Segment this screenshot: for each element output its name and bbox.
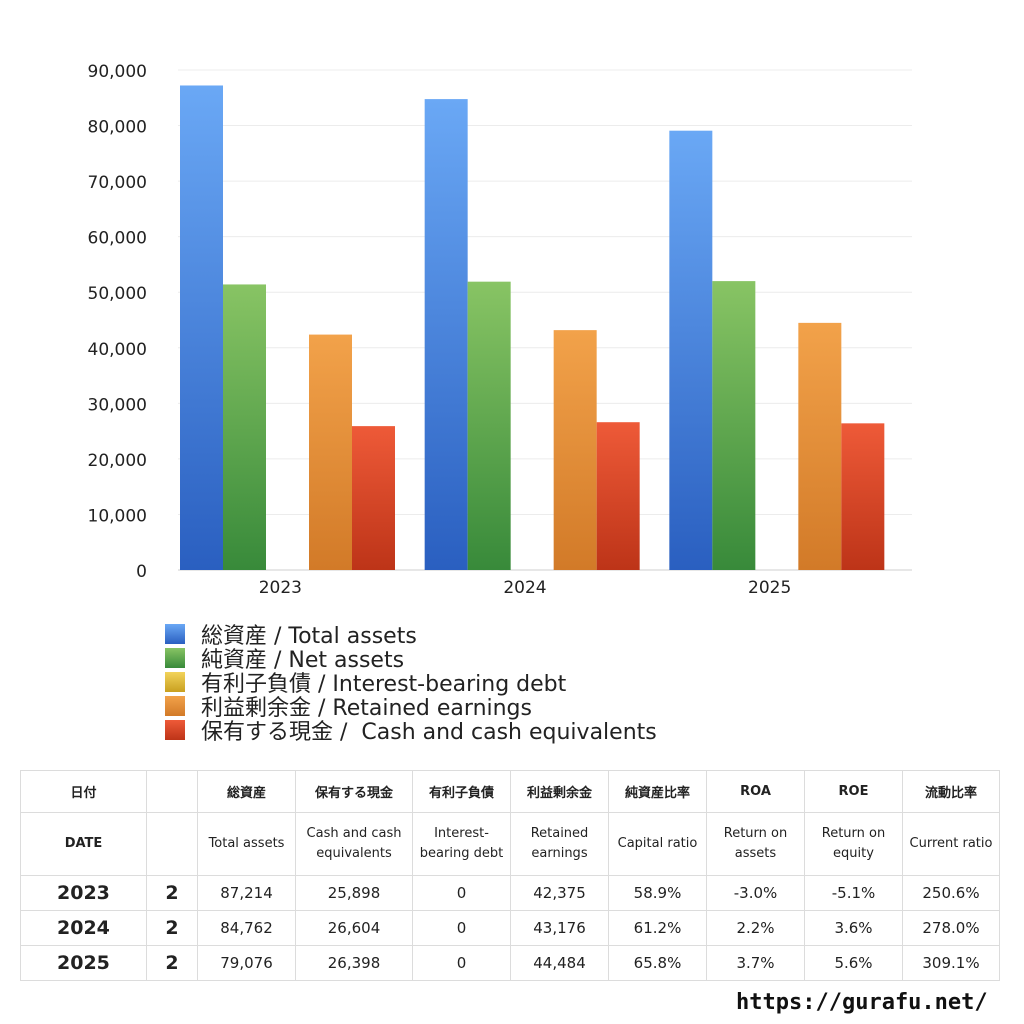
legend-swatch-interest-bearing-debt	[165, 672, 185, 692]
legend-item-interest-bearing-debt: 有利子負債 / Interest-bearing debt	[165, 670, 657, 697]
bar	[180, 85, 223, 570]
header-cell: 利益剰余金	[510, 770, 609, 813]
y-tick-label: 70,000	[88, 173, 147, 193]
cell-year: 2025	[20, 945, 147, 981]
y-tick-label: 10,000	[88, 506, 147, 526]
legend-item-retained-earnings: 利益剰余金 / Retained earnings	[165, 694, 657, 721]
cell-cash: 26,604	[295, 910, 413, 946]
cell-roe: -5.1%	[804, 875, 903, 911]
header-cell: Current ratio	[902, 812, 1000, 876]
cell-roa: 3.7%	[706, 945, 805, 981]
bar	[712, 281, 756, 570]
y-tick-label: 50,000	[88, 284, 147, 304]
cell-capital-ratio: 58.9%	[608, 875, 707, 911]
header-cell: Capital ratio	[608, 812, 707, 876]
cell-retained: 42,375	[510, 875, 609, 911]
bar	[352, 426, 395, 570]
cell-year: 2023	[20, 875, 147, 911]
header-cell: 総資産	[197, 770, 296, 813]
header-cell: Return on assets	[706, 812, 805, 876]
cell-retained: 43,176	[510, 910, 609, 946]
header-cell	[146, 770, 198, 813]
cell-total-assets: 79,076	[197, 945, 296, 981]
cell-year: 2024	[20, 910, 147, 946]
cell-current-ratio: 250.6%	[902, 875, 1000, 911]
bar	[553, 330, 597, 570]
bar	[467, 281, 511, 570]
header-cell: ROA	[706, 770, 805, 813]
bar	[596, 422, 640, 570]
bar	[223, 284, 266, 570]
x-tick-label: 2025	[748, 578, 791, 598]
cell-count: 2	[146, 875, 198, 911]
cell-retained: 44,484	[510, 945, 609, 981]
header-cell: 有利子負債	[412, 770, 511, 813]
bar	[798, 322, 842, 570]
header-cell	[146, 812, 198, 876]
cell-cash: 25,898	[295, 875, 413, 911]
bar	[424, 99, 468, 570]
cell-capital-ratio: 61.2%	[608, 910, 707, 946]
cell-roe: 5.6%	[804, 945, 903, 981]
cell-cash: 26,398	[295, 945, 413, 981]
cell-current-ratio: 278.0%	[902, 910, 1000, 946]
header-cell: DATE	[20, 812, 147, 876]
bar	[669, 130, 713, 570]
y-tick-label: 60,000	[88, 229, 147, 249]
footer-url[interactable]: https://gurafu.net/	[736, 990, 988, 1015]
header-cell: 保有する現金	[295, 770, 413, 813]
header-cell: Interest-bearing debt	[412, 812, 511, 876]
financial-table: 日付 総資産 保有する現金 有利子負債 利益剰余金 純資産比率 ROA ROE …	[20, 770, 1000, 981]
cell-debt: 0	[412, 910, 511, 946]
cell-roa: 2.2%	[706, 910, 805, 946]
cell-roa: -3.0%	[706, 875, 805, 911]
legend-label: 保有する現金 / Cash and cash equivalents	[201, 720, 657, 745]
legend-item-total-assets: 総資産 / Total assets	[165, 622, 657, 649]
legend-item-cash: 保有する現金 / Cash and cash equivalents	[165, 718, 657, 745]
cell-count: 2	[146, 945, 198, 981]
header-cell: Return on equity	[804, 812, 903, 876]
header-cell: ROE	[804, 770, 903, 813]
table-row: 2023 2 87,214 25,898 0 42,375 58.9% -3.0…	[20, 875, 1000, 911]
header-cell: 純資産比率	[608, 770, 707, 813]
bar	[309, 334, 352, 570]
y-tick-label: 90,000	[88, 62, 147, 82]
x-tick-label: 2023	[259, 578, 302, 598]
legend-item-net-assets: 純資産 / Net assets	[165, 646, 657, 673]
y-tick-label: 0	[136, 562, 147, 582]
header-cell: Total assets	[197, 812, 296, 876]
x-tick-label: 2024	[503, 578, 546, 598]
legend-label: 有利子負債 / Interest-bearing debt	[201, 672, 567, 697]
chart-legend: 総資産 / Total assets 純資産 / Net assets 有利子負…	[165, 622, 657, 745]
legend-label: 純資産 / Net assets	[201, 648, 405, 673]
header-cell: 流動比率	[902, 770, 1000, 813]
legend-label: 利益剰余金 / Retained earnings	[201, 696, 532, 721]
y-tick-label: 20,000	[88, 451, 147, 471]
bar	[841, 423, 885, 570]
bar-chart: 0 10,000 20,000 30,000 40,000 50,000 60,000 70,…	[88, 62, 912, 598]
legend-swatch-cash	[165, 720, 185, 740]
legend-swatch-retained-earnings	[165, 696, 185, 716]
table-header-jp: 日付 総資産 保有する現金 有利子負債 利益剰余金 純資産比率 ROA ROE …	[20, 770, 1000, 813]
cell-count: 2	[146, 910, 198, 946]
header-cell: Retained earnings	[510, 812, 609, 876]
y-tick-label: 80,000	[88, 118, 147, 138]
legend-label: 総資産 / Total assets	[201, 624, 417, 649]
cell-debt: 0	[412, 945, 511, 981]
y-tick-label: 30,000	[88, 395, 147, 415]
table-header-en: DATE Total assets Cash and cash equivale…	[20, 812, 1000, 876]
table-row: 2025 2 79,076 26,398 0 44,484 65.8% 3.7%…	[20, 945, 1000, 981]
legend-swatch-total-assets	[165, 624, 185, 644]
legend-swatch-net-assets	[165, 648, 185, 668]
cell-debt: 0	[412, 875, 511, 911]
cell-capital-ratio: 65.8%	[608, 945, 707, 981]
table-row: 2024 2 84,762 26,604 0 43,176 61.2% 2.2%…	[20, 910, 1000, 946]
header-cell: Cash and cash equivalents	[295, 812, 413, 876]
cell-total-assets: 84,762	[197, 910, 296, 946]
cell-current-ratio: 309.1%	[902, 945, 1000, 981]
y-tick-label: 40,000	[88, 340, 147, 360]
cell-roe: 3.6%	[804, 910, 903, 946]
header-cell: 日付	[20, 770, 147, 813]
cell-total-assets: 87,214	[197, 875, 296, 911]
